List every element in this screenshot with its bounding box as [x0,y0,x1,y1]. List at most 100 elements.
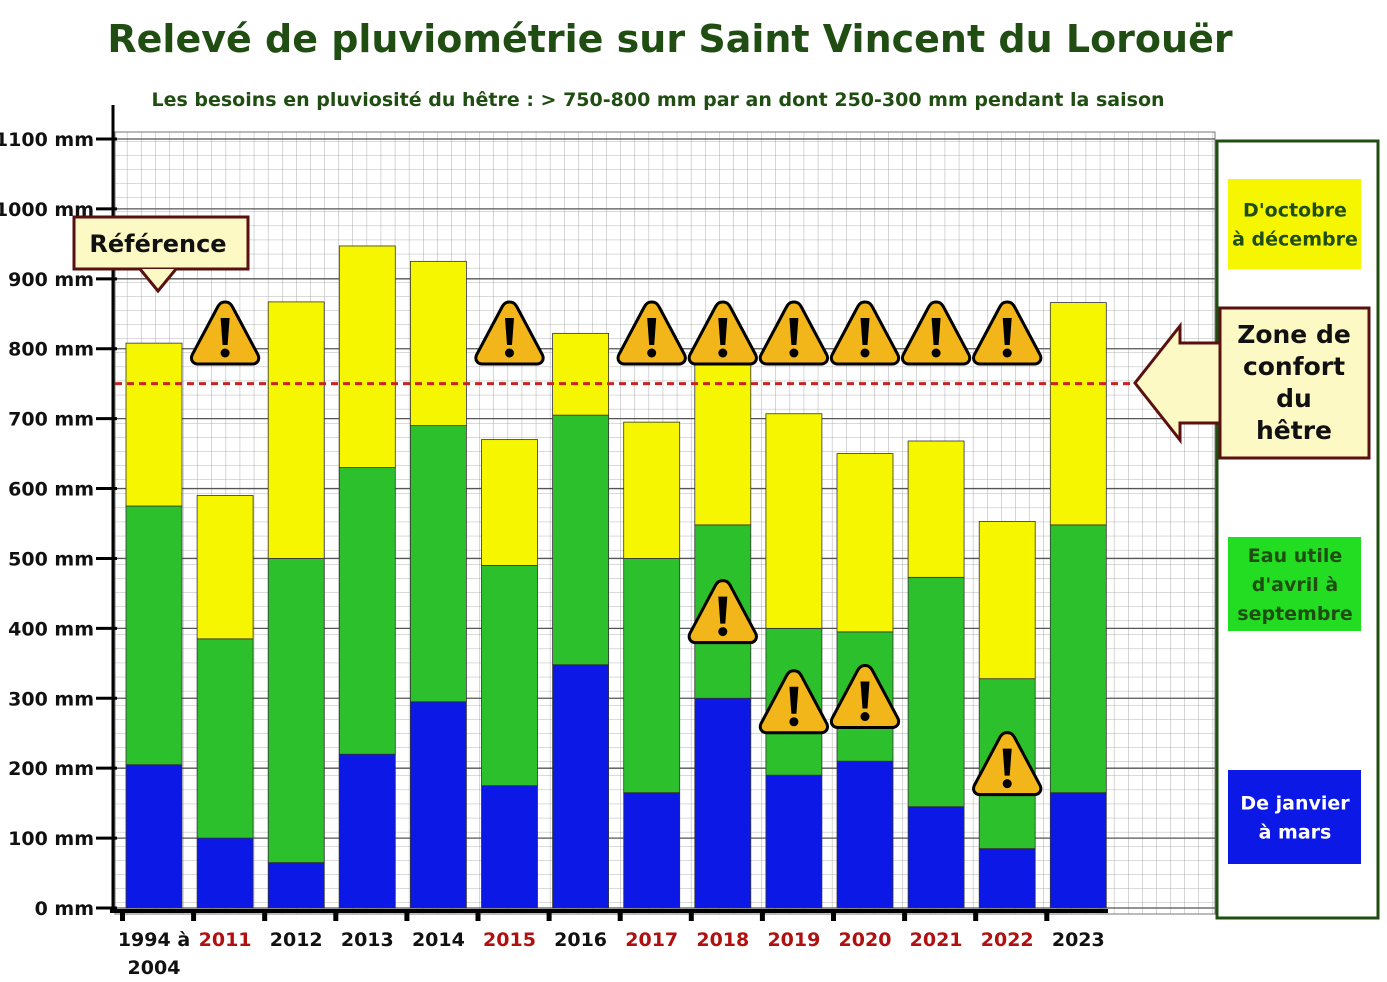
bar-segment-oct-dec [694,349,752,526]
legend-label: De janvier [1240,793,1350,815]
bar-segment-oct-dec [552,332,609,416]
comfort-zone-line: Zone de [1237,320,1351,349]
x-tick-mark [120,912,125,921]
y-tick-label: 200 mm [8,758,94,780]
x-tick-mark [404,912,410,921]
warning-icon [687,300,758,366]
x-tick-mark [1044,912,1050,921]
x-tick-mark [831,912,836,921]
legend-label: D'octobre [1243,200,1347,222]
x-tick-label: 2017 [625,929,678,951]
y-tick-label: 600 mm [8,479,94,501]
bar-segment-oct-dec [836,453,894,633]
bar-segment-apr-sep [196,638,254,839]
bar-segment-oct-dec [1049,302,1107,526]
x-tick-mark [617,912,623,921]
bar-segment-apr-sep [552,414,609,666]
x-tick-label: 2011 [199,929,252,951]
bar-segment-jan-mar [125,764,183,909]
comfort-zone-line: hêtre [1256,416,1332,445]
arrow-left-icon [1133,321,1222,445]
legend: D'octobre à décembre Eau utile d'avril à sep… [1228,179,1361,864]
warning-icon [687,579,758,645]
x-tick-mark [333,912,339,921]
x-tick-label: 2019 [767,929,820,951]
x-tick-label: 2016 [554,929,607,951]
warning-icon [972,300,1043,366]
x-tick-label: 1994 à [118,929,190,951]
warning-icon [829,300,901,366]
bar-segment-apr-sep [907,576,965,808]
bar-segment-apr-sep [1049,524,1107,794]
bar-segment-jan-mar [907,806,965,909]
x-tick-mark [191,912,197,921]
bar-segment-oct-dec [765,413,823,629]
y-tick-label: 0 mm [35,898,94,920]
x-axis-labels: 1994 à 2004 2011 2012 2013 2014 2015 2016 2017 20… [118,912,1105,979]
warning-icon [474,300,545,366]
bar-segment-jan-mar [1049,792,1107,909]
bar-segment-apr-sep [481,565,538,787]
x-tick-mark [475,912,481,921]
bar-segment-jan-mar [765,774,823,909]
x-tick-label: 2013 [341,929,394,951]
comfort-zone-callout: Zone de confort du hêtre [1133,306,1371,460]
plot-frame [114,131,1216,915]
chart-subtitle: Les besoins en pluviosité du hêtre : > 7… [151,89,1164,111]
reference-label: Référence [89,230,226,258]
bar-segment-jan-mar [481,785,538,909]
y-tick-label: 900 mm [8,269,94,291]
x-tick-mark [546,912,552,921]
x-tick-label: 2022 [981,929,1034,951]
bar-segment-apr-sep [125,505,183,766]
y-tick-label: 1000 mm [0,199,94,221]
warning-icon [972,731,1043,797]
warning-icon [758,300,830,366]
legend-label: septembre [1237,603,1352,625]
x-tick-label: 2021 [910,929,963,951]
legend-swatch [1228,537,1361,631]
x-tick-label: 2020 [839,929,892,951]
bar-segment-jan-mar [196,837,254,909]
x-tick-mark [759,912,765,921]
y-tick-label: 500 mm [8,548,94,570]
x-tick-label: 2004 [128,957,181,979]
comfort-zone-label: Zone de confort du hêtre [1237,320,1351,445]
x-tick-label: 2012 [270,929,323,951]
bar-segment-jan-mar [409,701,467,909]
legend-swatch [1228,179,1361,269]
x-tick-label: 2023 [1052,929,1105,951]
warning-icon [189,300,261,366]
warning-icon [616,300,687,366]
x-tick-mark [262,912,268,921]
comfort-zone-line: confort [1243,352,1345,381]
bar-series [125,245,1107,909]
bar-segment-jan-mar [267,862,325,909]
reference-callout: Référence [72,215,250,294]
warning-icons [189,300,1043,797]
bar-segment-jan-mar [836,760,894,909]
y-tick-label: 1100 mm [0,129,94,151]
bar-segment-apr-sep [623,558,681,794]
y-tick-label: 300 mm [8,688,94,710]
legend-label: à décembre [1232,229,1358,251]
y-tick-label: 100 mm [8,828,94,850]
legend-label: d'avril à [1252,574,1338,596]
bar-segment-jan-mar [694,697,752,909]
bar-segment-apr-sep [267,558,325,863]
bar-segment-jan-mar [623,792,681,909]
x-tick-mark [973,912,979,921]
bar-segment-apr-sep [338,467,396,755]
warning-icon [900,300,972,366]
y-tick-label: 400 mm [8,618,94,640]
warning-icon [758,669,830,735]
bar-segment-oct-dec [338,245,396,468]
bar-segment-oct-dec [907,440,965,578]
bar-segment-oct-dec [978,521,1036,680]
legend-label: à mars [1259,822,1332,844]
bar-segment-oct-dec [409,260,467,427]
y-tick-label: 800 mm [8,339,94,361]
bar-segment-jan-mar [552,664,609,909]
bar-segment-oct-dec [125,342,183,507]
